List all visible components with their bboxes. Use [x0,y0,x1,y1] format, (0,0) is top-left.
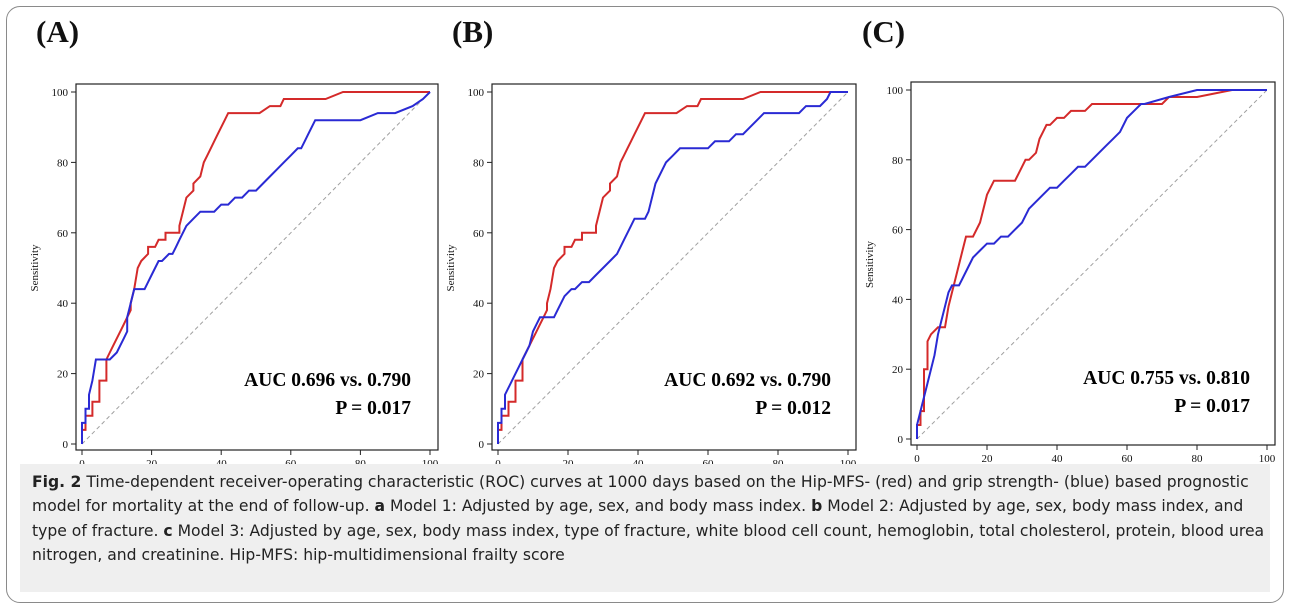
y-tick-label-c: 100 [887,85,904,97]
p-value-annotation-c: P = 0.017 [1174,396,1250,417]
caption-part-4: Model 3: Adjusted by age, sex, body mass… [32,521,1265,565]
y-tick-label-b: 0 [479,439,485,451]
auc-annotation-b: AUC 0.692 vs. 0.790 [664,370,831,391]
caption-part-2: Model 1: Adjusted by age, sex, and body … [385,497,812,516]
caption-label-b: b [811,497,823,516]
x-tick-label-c: 20 [982,453,994,465]
y-tick-label-c: 40 [892,294,904,306]
x-tick-label-c: 40 [1052,453,1064,465]
y-tick-label-a: 40 [57,298,69,310]
panel-letter-a: (A) [36,14,80,49]
auc-annotation-a: AUC 0.696 vs. 0.790 [244,370,411,391]
plot-frame-c [910,81,1276,446]
p-value-annotation-a: P = 0.017 [335,398,411,419]
caption-label-c: c [163,521,173,540]
y-tick-label-b: 20 [473,369,485,381]
caption-fig-label: Fig. 2 [32,473,82,491]
caption-background [20,464,1270,592]
y-tick-label-a: 0 [63,439,69,451]
caption-label-a: a [374,497,386,516]
y-tick-label-a: 20 [57,369,69,381]
diagonal-reference-a [81,91,431,445]
y-tick-label-b: 40 [473,298,485,310]
y-tick-label-b: 100 [468,87,485,99]
plot-frame-b [491,83,857,451]
diagonal-reference-b [497,91,849,445]
auc-annotation-c: AUC 0.755 vs. 0.810 [1083,368,1250,389]
panel-letter-b: (B) [452,14,494,49]
hip-mfs-roc-curve-c [916,89,1267,439]
y-tick-label-a: 60 [57,228,69,240]
grip-strength-roc-curve-c [916,89,1267,439]
caption-part-1: Time-dependent receiver-operating charac… [32,473,1249,516]
y-tick-label-a: 100 [52,87,69,99]
figure-caption: Fig. 2 Time-dependent receiver-operating… [32,470,1268,568]
y-axis-title-a: Sensitivity [29,244,41,292]
x-tick-label-c: 0 [914,453,920,465]
y-tick-label-c: 20 [892,364,904,376]
diagonal-reference-c [916,89,1268,440]
panel-letter-c: (C) [862,14,906,49]
caption-part-3: Model 2: Adjusted by age, sex, body mass… [32,497,1244,540]
y-tick-label-c: 80 [892,155,904,167]
x-tick-label-c: 100 [1259,453,1276,465]
x-tick-label-c: 60 [1122,453,1134,465]
grip-strength-roc-curve-b [497,91,848,444]
y-axis-title-c: Sensitivity [864,240,876,288]
hip-mfs-roc-curve-a [81,91,430,444]
grip-strength-roc-curve-a [81,91,431,444]
y-tick-label-b: 80 [473,157,485,169]
y-axis-title-b: Sensitivity [445,244,457,292]
y-tick-label-c: 0 [898,434,904,446]
p-value-annotation-b: P = 0.012 [755,398,831,419]
y-tick-label-b: 60 [473,228,485,240]
x-tick-label-c: 80 [1192,453,1204,465]
y-tick-label-a: 80 [57,157,69,169]
plot-frame-a [75,83,439,451]
y-tick-label-c: 60 [892,225,904,237]
